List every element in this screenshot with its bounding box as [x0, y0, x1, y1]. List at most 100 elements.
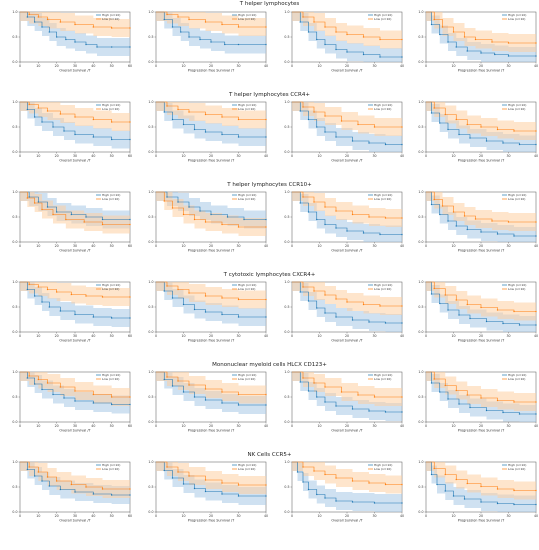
km-curve-low	[426, 191, 536, 223]
legend-label: Low (n=10)	[238, 287, 255, 291]
x-tick-label: 0	[291, 154, 293, 158]
censor-mark	[357, 394, 359, 396]
x-tick-label: 10	[181, 64, 185, 68]
x-tick-label: 50	[110, 334, 114, 338]
y-tick-label: 1.0	[284, 190, 289, 194]
censor-mark	[447, 398, 449, 400]
censor-mark	[452, 211, 455, 213]
km-panel: 0.0 0.5 1.0 0 10 20 30 40 Overall Survival /T Hig…	[276, 190, 406, 276]
km-curve-low	[156, 191, 266, 228]
y-tick-label: 1.0	[148, 280, 153, 284]
y-tick-label: 1.0	[148, 100, 153, 104]
x-tick-label: 40	[400, 514, 404, 518]
censor-mark	[447, 128, 449, 131]
x-tick-label: 40	[400, 334, 404, 338]
km-plot: 0.0 0.5 1.0 0 10 20 30 40 50 60 Overall Survival /…	[12, 190, 132, 252]
censor-mark	[452, 495, 455, 497]
censor-mark	[340, 391, 343, 393]
row-title: T cytotoxic lymphocytes CXCR4+	[223, 272, 316, 278]
x-tick-label: 0	[155, 244, 157, 248]
x-tick-label: 30	[506, 64, 510, 68]
censor-mark	[324, 401, 326, 403]
x-tick-label: 40	[264, 514, 268, 518]
legend-label: Low (n=10)	[374, 17, 391, 21]
y-tick-label: 0.5	[418, 305, 423, 309]
censor-mark	[401, 483, 403, 486]
confidence-band-high	[292, 12, 402, 62]
censor-mark	[507, 221, 510, 223]
km-curve-low	[20, 461, 130, 490]
x-axis-label: Progression free Survival /T	[458, 519, 505, 523]
x-tick-label: 10	[317, 64, 321, 68]
x-tick-label: 20	[55, 64, 59, 68]
censor-mark	[513, 503, 515, 506]
censor-mark	[433, 467, 435, 470]
censor-mark	[444, 113, 446, 116]
y-tick-label: 0.0	[284, 60, 289, 64]
legend-label: High (n=10)	[374, 13, 392, 17]
x-axis-label: Progression free Survival /T	[188, 159, 235, 163]
x-tick-label: 10	[317, 334, 321, 338]
censor-mark	[74, 23, 76, 26]
censor-mark	[237, 118, 240, 121]
x-tick-label: 40	[91, 154, 95, 158]
censor-mark	[480, 485, 482, 488]
km-panel: 0.0 0.5 1.0 0 10 20 30 40 Progression free Survi…	[410, 280, 539, 366]
y-tick-label: 1.0	[284, 280, 289, 284]
x-tick-label: 60	[128, 334, 132, 338]
censor-mark	[204, 490, 207, 493]
y-tick-label: 0.5	[418, 395, 423, 399]
censor-mark	[101, 488, 104, 490]
y-tick-label: 0.0	[284, 510, 289, 514]
y-tick-label: 1.0	[12, 460, 17, 464]
censor-mark	[188, 111, 190, 113]
censor-mark	[92, 136, 94, 138]
censor-mark	[34, 383, 36, 385]
legend-label: High (n=10)	[508, 193, 526, 197]
x-axis-label: Progression free Survival /T	[188, 339, 235, 343]
censor-mark	[204, 221, 207, 223]
censor-mark	[177, 471, 179, 473]
x-tick-label: 20	[479, 154, 483, 158]
censor-mark	[70, 293, 72, 296]
x-tick-label: 60	[128, 424, 132, 428]
censor-mark	[59, 488, 61, 491]
censor-mark	[188, 206, 190, 208]
censor-mark	[351, 501, 354, 503]
confidence-band-high	[426, 102, 536, 152]
x-tick-label: 0	[19, 514, 21, 518]
x-tick-label: 40	[534, 154, 538, 158]
y-tick-label: 0.5	[12, 395, 17, 399]
legend-label: Low (n=10)	[374, 467, 391, 471]
censor-mark	[180, 31, 182, 33]
x-tick-label: 10	[451, 154, 455, 158]
x-tick-label: 0	[19, 334, 21, 338]
censor-mark	[458, 314, 460, 316]
y-tick-label: 1.0	[12, 280, 17, 284]
km-panel: 0.0 0.5 1.0 0 10 20 30 40 50 60 Overall Survival /…	[4, 100, 134, 186]
censor-mark	[316, 218, 318, 221]
x-tick-label: 30	[73, 64, 77, 68]
x-axis-label: Progression free Survival /T	[188, 429, 235, 433]
censor-mark	[535, 324, 537, 326]
censor-mark	[193, 218, 196, 221]
censor-mark	[237, 298, 240, 301]
censor-mark	[177, 201, 179, 203]
censor-mark	[129, 488, 131, 490]
censor-mark	[384, 217, 387, 219]
censor-mark	[373, 126, 376, 128]
y-tick-label: 0.5	[284, 485, 289, 489]
y-tick-label: 1.0	[418, 460, 423, 464]
censor-mark	[324, 115, 326, 117]
x-tick-label: 0	[291, 64, 293, 68]
censor-mark	[296, 471, 299, 473]
x-tick-label: 30	[236, 424, 240, 428]
x-tick-label: 10	[451, 424, 455, 428]
censor-mark	[166, 196, 168, 198]
km-panel: 0.0 0.5 1.0 0 10 20 30 40 Overall Survival /T Hig…	[276, 280, 406, 366]
censor-mark	[299, 202, 301, 204]
censor-mark	[535, 310, 537, 313]
legend-label: Low (n=10)	[374, 107, 391, 111]
km-curve-high	[20, 371, 130, 405]
censor-mark	[379, 305, 381, 307]
